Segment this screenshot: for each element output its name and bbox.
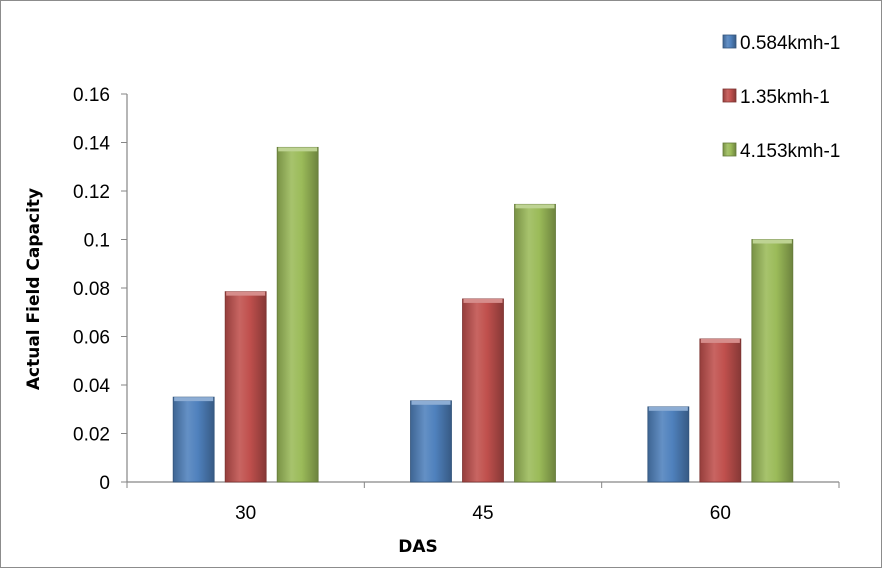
bar-cap bbox=[463, 298, 503, 303]
bar-cap bbox=[752, 239, 792, 244]
bar-0.584kmh-1-45 bbox=[410, 400, 452, 483]
bar-cap bbox=[515, 204, 555, 209]
legend-swatch bbox=[722, 88, 737, 103]
y-tick-label: 0.02 bbox=[73, 425, 110, 446]
y-ticks: 0 0.02 0.04 0.06 0.08 0.1 0.12 0.14 0.16 bbox=[73, 85, 127, 494]
x-ticks: 30 45 60 bbox=[126, 482, 840, 524]
legend-swatch bbox=[722, 142, 737, 157]
legend-label: 1.35kmh-1 bbox=[740, 87, 830, 108]
legend-label: 4.153kmh-1 bbox=[740, 141, 840, 162]
bar-cap bbox=[226, 291, 266, 296]
x-tick-label: 45 bbox=[472, 503, 493, 524]
legend-label: 0.584kmh-1 bbox=[740, 33, 840, 54]
bar-0.584kmh-1-30 bbox=[172, 396, 215, 483]
y-axis-title: Actual Field Capacity bbox=[24, 188, 44, 390]
y-tick-label: 0.04 bbox=[73, 376, 110, 397]
y-tick-label: 0.12 bbox=[73, 182, 110, 203]
bar-0.584kmh-1-60 bbox=[647, 406, 690, 483]
legend: 0.584kmh-1 1.35kmh-1 4.153kmh-1 bbox=[722, 33, 840, 162]
y-tick-label: 0.14 bbox=[73, 134, 110, 155]
y-tick-label: 0.1 bbox=[84, 231, 110, 252]
bar-cap bbox=[411, 400, 451, 405]
bar-cap bbox=[648, 406, 688, 411]
bar-1.35kmh-1-45 bbox=[462, 298, 504, 483]
y-tick-label: 0.06 bbox=[73, 328, 110, 349]
bar-4.153kmh-1-45 bbox=[514, 203, 556, 483]
bar-4.153kmh-1-30 bbox=[276, 146, 319, 483]
bar-4.153kmh-1-60 bbox=[751, 239, 794, 483]
y-tick-label: 0.16 bbox=[73, 85, 110, 106]
y-tick-label: 0 bbox=[99, 473, 110, 494]
bar-cap bbox=[174, 397, 214, 402]
bar-cap bbox=[700, 338, 740, 343]
bar-cap bbox=[278, 147, 318, 152]
x-axis-title: DAS bbox=[398, 537, 438, 557]
x-tick-label: 60 bbox=[710, 503, 731, 524]
bar-1.35kmh-1-30 bbox=[224, 291, 267, 483]
y-tick-label: 0.08 bbox=[73, 279, 110, 300]
bar-1.35kmh-1-60 bbox=[699, 338, 742, 483]
x-tick-label: 30 bbox=[235, 503, 256, 524]
legend-swatch bbox=[722, 34, 737, 49]
bars bbox=[172, 146, 794, 483]
